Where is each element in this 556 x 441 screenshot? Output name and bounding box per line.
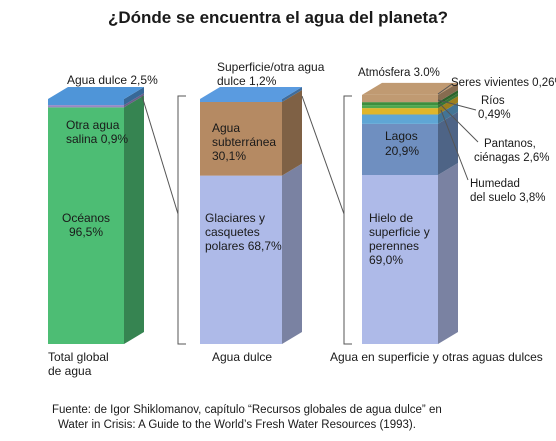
- label-ice-line3: perennes: [369, 239, 419, 253]
- bar2-top-face: [200, 87, 302, 99]
- bracket-bar2: [177, 95, 186, 345]
- bar3-segment-rivers: [362, 105, 438, 109]
- category-label-bar2: Agua dulce: [212, 350, 272, 364]
- bar2-segment-surface: [200, 99, 282, 102]
- leader-lines-layer: [141, 83, 479, 345]
- source-line2: Water in Crisis: A Guide to the World’s …: [58, 419, 416, 431]
- label-oceans-line2: 96,5%: [69, 225, 103, 239]
- bar3-segment-living: [362, 102, 438, 106]
- bar2-side-glaciers: [282, 163, 302, 344]
- label-living-beings: Seres vivientes 0,26%: [451, 77, 556, 89]
- label-surface-fresh-line2: dulce 1,2%: [217, 74, 277, 88]
- label-glaciers-line2: casquetes: [205, 225, 260, 239]
- label-oceans-line1: Océanos: [62, 211, 110, 225]
- bar3-segment-atmos: [362, 94, 438, 103]
- bar3-side-ice: [438, 163, 458, 344]
- bar1-side-oceans: [124, 95, 144, 344]
- label-groundwater-line1: Agua: [212, 121, 240, 135]
- bar1-top-face: [48, 87, 144, 99]
- label-glaciers-line1: Glaciares y: [205, 211, 265, 225]
- bar3-segment-lakes: [362, 123, 438, 176]
- label-atmosphere: Atmósfera 3.0%: [358, 67, 440, 79]
- label-surface-fresh-line1: Superficie/otra agua: [217, 60, 325, 74]
- label-saline-line2: salina 0,9%: [66, 132, 128, 146]
- label-rivers-line2: 0,49%: [478, 109, 511, 121]
- label-groundwater-line3: 30,1%: [212, 149, 246, 163]
- bar3-side-lakes: [438, 111, 458, 176]
- leader-bar1-to-bar2: [141, 95, 179, 215]
- bars-layer: [48, 82, 458, 344]
- label-lakes-line1: Lagos: [385, 129, 418, 143]
- label-ice-line4: 69,0%: [369, 253, 403, 267]
- bar2-segment-glaciers: [200, 175, 282, 344]
- bar3-segment-soil: [362, 114, 438, 124]
- bar1-segment-fresh: [48, 99, 124, 106]
- bar3-side-atmos: [438, 82, 458, 103]
- callout-rivers: [437, 99, 477, 111]
- label-swamps-line1: Pantanos,: [484, 138, 536, 150]
- category-label-bar1-line1: Total global: [48, 350, 109, 364]
- bar3-side-swamps: [438, 96, 458, 115]
- label-soil-moisture-line2: del suelo 3,8%: [470, 192, 545, 204]
- source-note: Fuente: de Igor Shiklomanov, capítulo “R…: [52, 403, 522, 433]
- bar1-segment-oceans: [48, 107, 124, 344]
- bar3-segment-swamps: [362, 108, 438, 115]
- callout-soil: [440, 109, 469, 181]
- label-glaciers-line3: polares 68,7%: [205, 239, 282, 253]
- bar1-side-saline: [124, 93, 144, 108]
- category-label-bar1-line2: de agua: [48, 364, 92, 378]
- bar1-side-fresh: [124, 87, 144, 106]
- bracket-bar3: [343, 95, 352, 345]
- leader-bar2-to-bar3: [301, 95, 345, 215]
- label-ice-line2: superficie y: [369, 225, 430, 239]
- callout-living: [437, 83, 453, 95]
- label-soil-moisture-line1: Humedad: [470, 178, 520, 190]
- bar2-segment-groundwater: [200, 101, 282, 176]
- label-saline-line1: Otra agua: [66, 118, 120, 132]
- bar2-side-groundwater: [282, 89, 302, 176]
- label-swamps-line2: ciénagas 2,6%: [474, 152, 549, 164]
- category-label-bar3: Agua en superficie y otras aguas dulces: [330, 350, 543, 364]
- source-line1: Fuente: de Igor Shiklomanov, capítulo “R…: [52, 404, 442, 416]
- chart-title: ¿Dónde se encuentra el agua del planeta?: [107, 8, 449, 27]
- bar3-side-soil: [438, 102, 458, 124]
- bar2-side-surface: [282, 87, 302, 102]
- bar3-top-face: [362, 82, 458, 95]
- bar3-segment-ice: [362, 175, 438, 344]
- bar1-segment-saline: [48, 105, 124, 108]
- bar3-side-rivers: [438, 93, 458, 109]
- callout-swamps: [439, 103, 479, 143]
- label-lakes-line2: 20,9%: [385, 144, 419, 158]
- label-fresh-water: Agua dulce 2,5%: [67, 73, 158, 87]
- label-ice-line1: Hielo de: [369, 211, 413, 225]
- label-rivers-line1: Ríos: [481, 95, 505, 107]
- label-groundwater-line2: subterránea: [212, 135, 276, 149]
